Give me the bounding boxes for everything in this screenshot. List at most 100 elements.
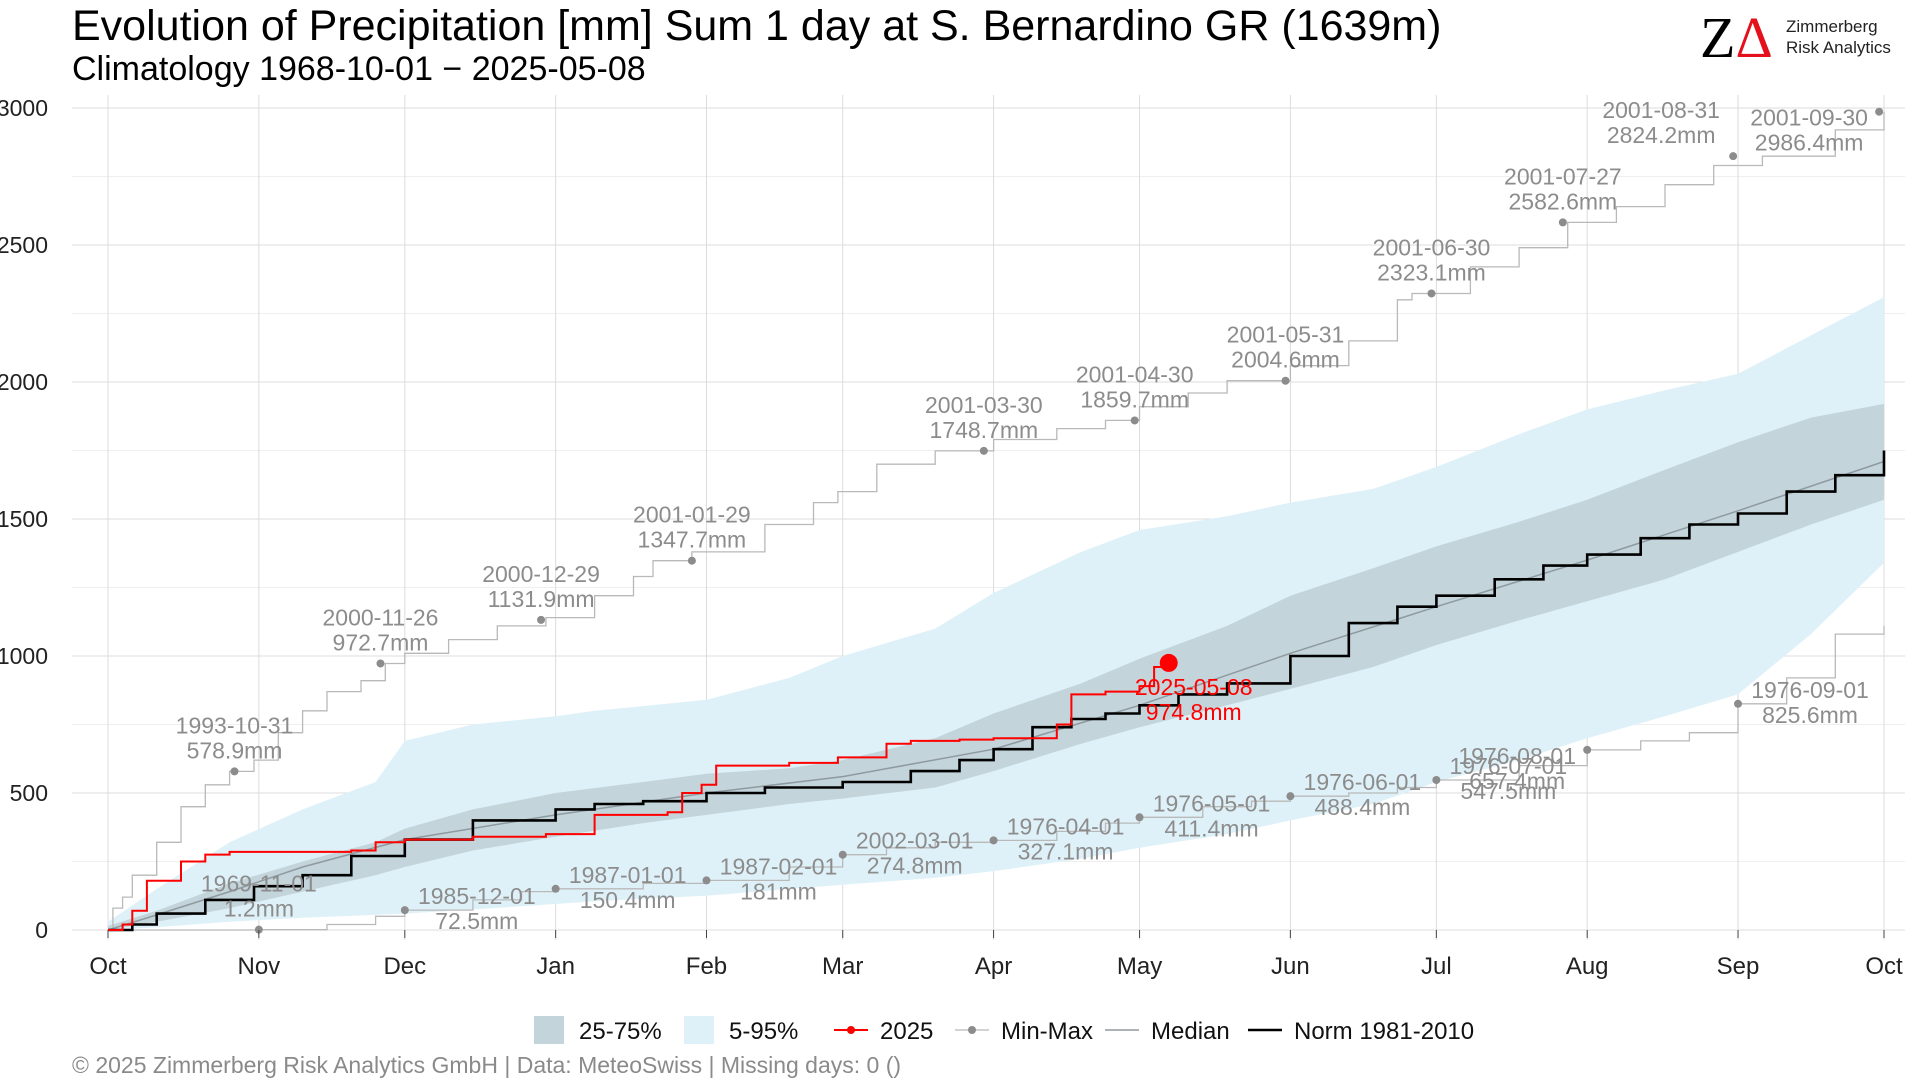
minmax-point [1286, 792, 1295, 801]
current-date-label: 2025-05-08 [1135, 674, 1253, 700]
minmax-date-label: 1976-08-01 [1458, 743, 1576, 769]
legend-label-band25: 25-75% [579, 1018, 662, 1045]
minmax-date-label: 1969-11-01 [201, 871, 317, 897]
minmax-point [687, 556, 696, 565]
minmax-date-label: 1985-12-01 [418, 883, 536, 909]
minmax-point [1583, 745, 1592, 754]
minmax-date-label: 2001-04-30 [1076, 361, 1194, 387]
minmax-value-label: 411.4mm [1164, 815, 1258, 841]
minmax-value-label: 1347.7mm [638, 527, 747, 553]
minmax-point [230, 767, 239, 776]
x-tick-label: Jan [536, 953, 575, 980]
minmax-point [1729, 152, 1738, 161]
minmax-date-label: 1976-06-01 [1304, 769, 1422, 795]
minmax-value-label: 2582.6mm [1509, 188, 1618, 214]
minmax-value-label: 1131.9mm [488, 586, 595, 612]
minmax-value-label: 488.4mm [1314, 794, 1410, 820]
series-median-line [107, 460, 1885, 931]
minmax-date-label: 2000-11-26 [323, 604, 439, 630]
legend-swatch-minmax-point [968, 1026, 976, 1034]
y-tick-label: 1000 [0, 643, 48, 669]
minmax-date-label: 2001-08-31 [1602, 97, 1720, 123]
minmax-value-label: 2323.1mm [1377, 259, 1486, 285]
y-tick-label: 2500 [0, 232, 48, 258]
minmax-point [400, 906, 409, 915]
logo-mark: ZΔ [1700, 5, 1773, 70]
minmax-value-label: 2986.4mm [1755, 130, 1864, 156]
minmax-point [254, 925, 263, 934]
x-tick-label: Jun [1271, 953, 1310, 980]
minmax-date-label: 1976-09-01 [1751, 677, 1869, 703]
x-tick-label: Feb [686, 953, 727, 980]
minmax-point [1281, 376, 1290, 385]
band-25-75 [108, 403, 1884, 930]
series-min-line [108, 625, 1885, 931]
minmax-value-label: 825.6mm [1762, 702, 1858, 728]
minmax-value-label: 1859.7mm [1080, 386, 1189, 412]
legend-swatch-2025-point [847, 1026, 855, 1034]
minmax-value-label: 657.4mm [1469, 768, 1565, 794]
minmax-point [702, 876, 711, 885]
minmax-date-label: 1976-07-01 [1450, 753, 1568, 779]
minmax-value-label: 274.8mm [867, 853, 963, 879]
series-2025-line [108, 662, 1170, 931]
minmax-date-label: 2001-07-27 [1504, 163, 1622, 189]
y-axis-labels: 0 500 1000 1500 2000 2500 3000 [0, 95, 48, 943]
legend-swatch-5-95 [684, 1016, 714, 1044]
x-tick-label: Aug [1566, 953, 1609, 980]
x-tick-label: Oct [89, 953, 127, 980]
minmax-point [979, 446, 988, 455]
minmax-point [1558, 218, 1567, 227]
minmax-date-label: 2002-03-01 [856, 828, 974, 854]
minmax-point [1135, 813, 1144, 822]
legend-label-band5: 5-95% [729, 1018, 798, 1045]
logo-line2: Risk Analytics [1786, 38, 1891, 57]
x-tick-label: Sep [1717, 953, 1760, 980]
chart-title: Evolution of Precipitation [mm] Sum 1 da… [72, 2, 1442, 50]
minmax-value-label: 2004.6mm [1231, 347, 1340, 373]
x-tick-label: Oct [1865, 953, 1903, 980]
y-tick-label: 0 [35, 917, 48, 943]
minmax-point [1427, 289, 1436, 298]
legend-label-median: Median [1151, 1018, 1230, 1045]
minmax-value-label: 1748.7mm [929, 417, 1038, 443]
x-tick-label: Jul [1421, 953, 1452, 980]
legend-swatch-25-75 [534, 1016, 564, 1044]
y-tick-label: 500 [10, 780, 48, 806]
x-tick-label: Dec [383, 953, 426, 980]
y-tick-label: 3000 [0, 95, 48, 121]
logo-text: Zimmerberg Risk Analytics [1786, 16, 1891, 58]
series-norm-line [108, 450, 1886, 932]
x-tick-label: May [1117, 953, 1162, 980]
legend-label-current: 2025 [880, 1018, 933, 1045]
x-tick-label: Mar [822, 953, 863, 980]
legend-label-minmax: Min-Max [1001, 1018, 1093, 1045]
minmax-point [551, 884, 560, 893]
x-tick-label: Nov [237, 953, 280, 980]
band-5-95 [108, 297, 1884, 931]
minmax-date-label: 2001-06-30 [1373, 234, 1491, 260]
minmax-date-label: 2001-05-31 [1227, 322, 1345, 348]
minmax-date-label: 1993-10-31 [176, 712, 294, 738]
y-tick-label: 1500 [0, 506, 48, 532]
minmax-point [1130, 416, 1139, 425]
minmax-value-label: 2824.2mm [1607, 122, 1716, 148]
minmax-date-label: 2001-01-29 [633, 502, 751, 528]
minmax-value-label: 547.5mm [1460, 778, 1556, 804]
minmax-point [1875, 107, 1884, 116]
minmax-value-label: 1.2mm [224, 896, 294, 922]
minmax-date-label: 2001-09-30 [1750, 105, 1868, 131]
x-tick-label: Apr [975, 953, 1012, 980]
minmax-point [376, 659, 385, 668]
minmax-value-label: 150.4mm [580, 887, 676, 913]
minmax-point [1734, 699, 1743, 708]
x-axis-labels: Oct Nov Dec Jan Feb Mar Apr May Jun Jul Aug Sep Oct [89, 930, 1903, 980]
minmax-value-label: 327.1mm [1018, 838, 1114, 864]
minmax-value-label: 181mm [740, 878, 817, 904]
company-logo: ZΔ Zimmerberg Risk Analytics [1700, 8, 1900, 68]
chart-legend: 25-75% 5-95% 2025 Min-Max Median Norm 1981-20… [534, 1016, 1474, 1045]
y-tick-label: 2000 [0, 369, 48, 395]
minmax-value-label: 578.9mm [187, 737, 283, 763]
